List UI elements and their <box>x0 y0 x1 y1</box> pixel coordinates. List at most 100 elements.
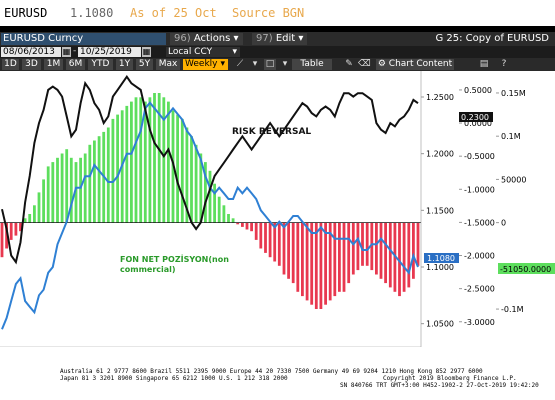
price-source: Source BGN <box>232 6 305 20</box>
chart-svg[interactable]: 201720182019 1.25001.20001.15001.10001.0… <box>0 71 555 400</box>
period-max-button[interactable]: Max <box>156 59 180 70</box>
edit-menu[interactable]: 97) Edit ▾ <box>252 33 308 45</box>
fon-net-bar <box>324 222 327 305</box>
chevron-down-icon[interactable]: ▾ <box>252 59 258 69</box>
period-1y-button[interactable]: 1Y <box>116 59 133 70</box>
fon-net-bar <box>143 101 147 223</box>
chart-content-button[interactable]: ⚙ Chart Content <box>376 59 454 70</box>
fon-net-bar <box>365 222 369 266</box>
axis-tick-label: 0.0000 <box>464 119 492 128</box>
fon-net-bar <box>236 222 240 225</box>
chart-template-name: G 25: Copy of EURUSD <box>435 33 549 44</box>
fon-net-bar <box>199 153 203 223</box>
fon-net-bar <box>388 222 392 288</box>
actions-label: Actions <box>193 33 231 44</box>
fon-net-bar <box>268 222 272 258</box>
fon-net-bar <box>42 179 45 223</box>
security-field[interactable]: EURUSD Curncy <box>1 33 166 45</box>
period-ytd-button[interactable]: YTD <box>88 59 113 70</box>
footer-session-info: SN 840766 TRT GMT+3:00 H452-1902-2 27-Oc… <box>340 382 539 389</box>
line-chart-icon[interactable]: ⟋ <box>236 59 244 69</box>
chart-background <box>0 71 555 400</box>
fon-net-bar <box>347 222 351 284</box>
blank-icon[interactable]: □ <box>264 59 276 70</box>
last-price: 1.1080 <box>70 6 114 20</box>
fon-net-bar <box>51 162 55 223</box>
fon-net-bar <box>407 222 411 288</box>
axis-tick-label: 50000 <box>501 175 526 184</box>
fon-net-bar <box>79 157 82 223</box>
chevron-down-icon[interactable]: ▾ <box>282 59 288 69</box>
axis-tick-label: 1.2000 <box>426 150 454 159</box>
fon-net-bar <box>204 162 207 223</box>
fon-net-bar <box>167 101 170 223</box>
fon-net-bar <box>291 222 295 284</box>
axis-tick-label: -2.5000 <box>464 285 495 294</box>
period-3d-button[interactable]: 3D <box>22 59 41 70</box>
period-1m-button[interactable]: 1M <box>44 59 63 70</box>
axis-tick-label: 0.15M <box>501 89 526 98</box>
footer-band <box>0 347 555 400</box>
fon-net-bar <box>217 196 221 223</box>
fon-net-bar <box>296 222 300 292</box>
date-range-bar: 08/06/2013 ▦ - 10/25/2019 ▦ Local CCY ▾ <box>0 46 555 58</box>
fon-net-axis: 0.15M 0.1M 50000 0 -0.1M <box>496 89 526 314</box>
fon-net-bar <box>259 222 263 249</box>
end-date-input[interactable]: 10/25/2019 <box>78 47 141 57</box>
axis-tick-label: 0 <box>501 219 506 228</box>
calendar-icon[interactable]: ▦ <box>142 47 151 57</box>
footer-copyright: Copyright 2019 Bloomberg Finance L.P. <box>383 375 517 382</box>
fon-net-bar <box>227 214 230 223</box>
fon-net-bar <box>93 140 96 223</box>
settings-icon: ⚙ <box>377 59 386 69</box>
fon-net-bar <box>37 192 41 223</box>
fon-net-bar <box>412 222 415 279</box>
fon-net-bar <box>416 222 420 266</box>
period-6m-button[interactable]: 6M <box>66 59 85 70</box>
fon-net-bar <box>356 222 360 271</box>
chevron-down-icon: ▾ <box>220 59 225 69</box>
fon-net-bar <box>398 222 401 297</box>
fon-net-bar <box>97 136 101 223</box>
fon-net-bar <box>319 222 323 309</box>
table-button[interactable]: Table <box>292 59 332 70</box>
fon-net-last-badge <box>498 263 555 274</box>
period-1d-button[interactable]: 1D <box>2 59 19 70</box>
edit-number: 97) <box>256 33 273 44</box>
fon-net-bar <box>245 222 249 230</box>
start-date-input[interactable]: 08/06/2013 <box>1 47 61 57</box>
chevron-down-icon: ▾ <box>233 33 239 44</box>
actions-menu[interactable]: 96) Actions ▾ <box>170 33 243 45</box>
fon-net-bars <box>0 93 420 309</box>
axis-tick-label: -0.5000 <box>464 152 495 161</box>
eraser-icon[interactable]: ⌫ <box>358 59 371 69</box>
period-5y-button[interactable]: 5Y <box>136 59 153 70</box>
frequency-select[interactable]: Weekly ▾ <box>183 59 228 70</box>
help-icon[interactable]: ? <box>501 59 507 69</box>
fon-net-last-value: -51050.0000 <box>500 265 551 274</box>
currency-select[interactable]: Local CCY ▾ <box>166 47 240 57</box>
fon-net-bar <box>213 183 216 223</box>
chart-content-label: Chart Content <box>388 59 453 69</box>
security-toolbar: EURUSD Curncy 96) Actions ▾ 97) Edit ▾ G… <box>0 32 555 46</box>
edit-label: Edit <box>275 33 296 44</box>
period-toolbar: 1D 3D 1M 6M YTD 1Y 5Y Max Weekly ▾ ⟋ ▾ □… <box>0 58 555 71</box>
fon-net-bar <box>241 222 244 227</box>
fon-net-bar <box>65 149 69 223</box>
axis-tick-label: 0.1M <box>501 132 521 141</box>
calendar-icon[interactable]: ▦ <box>62 47 71 57</box>
actions-number: 96) <box>174 33 191 44</box>
axis-tick-label: -2.0000 <box>464 252 495 261</box>
risk-reversal-label: RISK REVERSAL <box>232 127 311 137</box>
axis-tick-label: 0.5000 <box>464 86 492 95</box>
axis-tick-label: 1.1000 <box>426 263 454 272</box>
fon-net-bar <box>157 93 161 223</box>
table-icon[interactable]: ▤ <box>479 59 489 69</box>
fon-net-bar <box>328 222 332 301</box>
fon-net-bar <box>116 114 119 223</box>
fon-net-bar <box>208 170 212 223</box>
as-of-date: As of 25 Oct <box>130 6 217 20</box>
edit-icon[interactable]: ✎ <box>345 59 353 69</box>
axis-tick-label: -1.0000 <box>464 185 495 194</box>
axis-tick-label: -0.1M <box>501 305 524 314</box>
